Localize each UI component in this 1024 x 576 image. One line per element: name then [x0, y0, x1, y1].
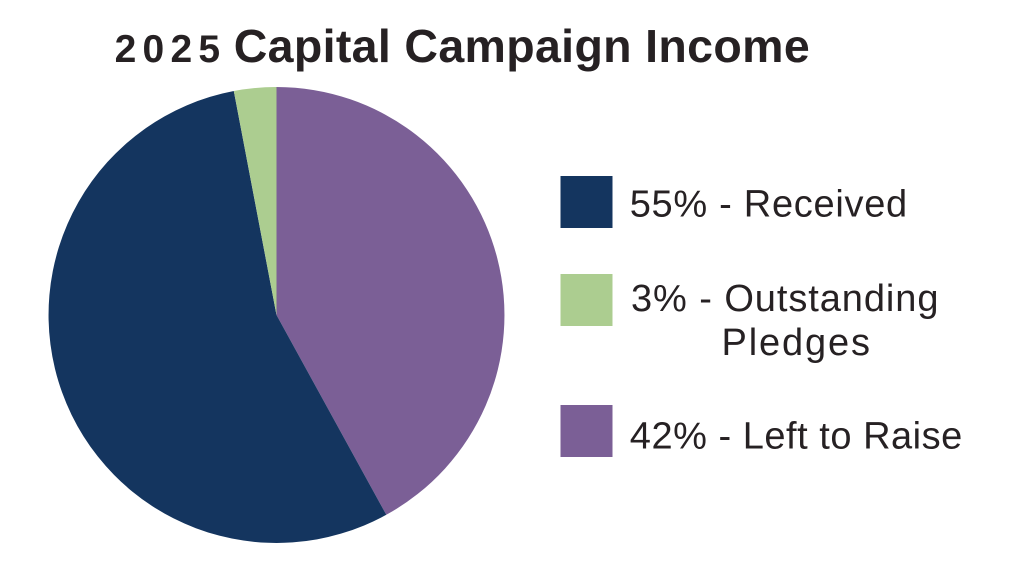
svg-text:42% - Left to Raise: 42% - Left to Raise — [630, 416, 963, 458]
svg-text:Pledges: Pledges — [722, 322, 871, 364]
svg-text:3% - Outstanding: 3% - Outstanding — [631, 278, 939, 320]
svg-text:55% - Received: 55% - Received — [630, 184, 908, 226]
svg-text:Capital Campaign Income: Capital Campaign Income — [234, 20, 810, 72]
svg-text:2025: 2025 — [115, 28, 221, 71]
